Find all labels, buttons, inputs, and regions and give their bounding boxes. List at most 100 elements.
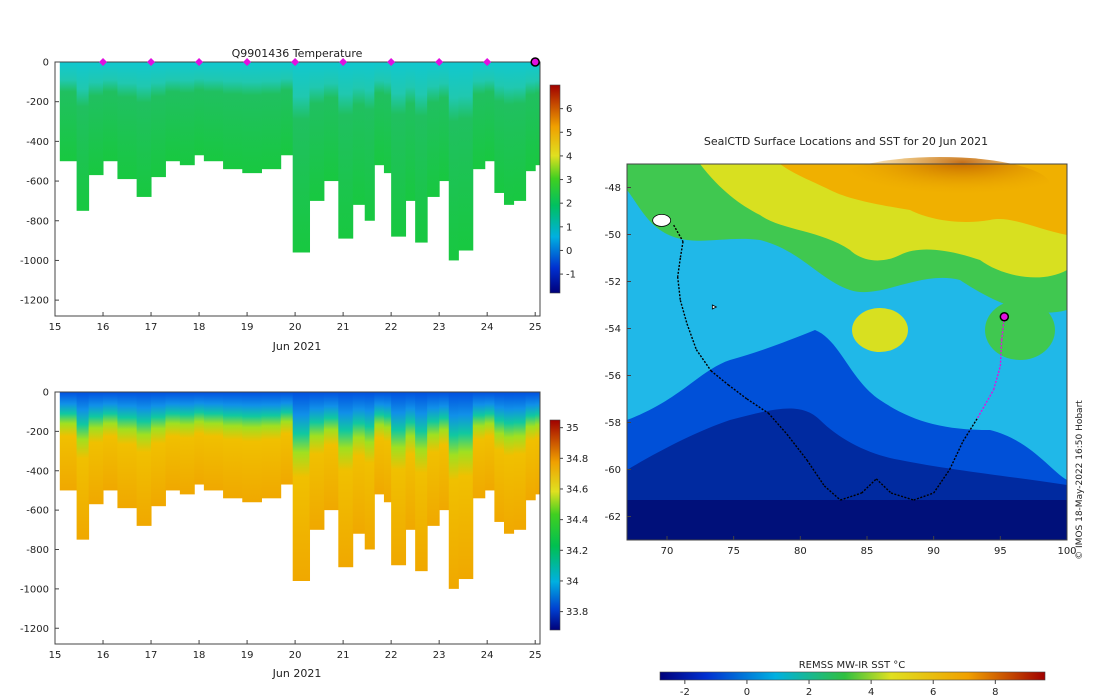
- salinity-profile: [415, 392, 428, 572]
- salinity-profile: [323, 392, 339, 511]
- map-axes-frame: [626, 163, 1068, 541]
- y-tick-label: -400: [26, 466, 49, 477]
- salinity-colorbar: [549, 419, 561, 631]
- temperature-profile: [242, 62, 262, 174]
- map-title: SealCTD Surface Locations and SST for 20…: [704, 135, 988, 148]
- x-tick-label: 19: [241, 650, 254, 661]
- salinity-profile: [383, 392, 392, 503]
- colorbar-tick-label: 0: [566, 246, 572, 257]
- credit-text: © IMOS 18-May-2022 16:50 Hobart: [1075, 400, 1085, 560]
- x-tick-label: 20: [289, 650, 302, 661]
- x-tick-label: 16: [97, 322, 110, 333]
- temperature-xlabel: Jun 2021: [272, 340, 322, 353]
- x-tick-label: 21: [337, 650, 350, 661]
- track-segment: [695, 349, 712, 372]
- salinity-profile: [352, 392, 366, 534]
- sst-colorbar: [659, 671, 1046, 681]
- colorbar-tick-label: 35: [566, 423, 579, 434]
- y-tick-label: -800: [26, 216, 49, 227]
- track-segment: [673, 224, 684, 242]
- x-tick-label: 18: [193, 322, 206, 333]
- y-tick-label: -62: [605, 512, 621, 523]
- last-location-marker: [530, 57, 540, 67]
- x-tick-label: 80: [794, 546, 807, 557]
- salinity-profile: [165, 392, 181, 491]
- surface-marker: [387, 58, 396, 66]
- track-segment: [962, 417, 979, 442]
- colorbar-tick-label: 1: [566, 222, 572, 233]
- x-tick-label: 19: [241, 322, 254, 333]
- temperature-profile: [525, 62, 536, 172]
- salinity-profile: [280, 392, 294, 485]
- colorbar-tick-label: 3: [566, 175, 572, 186]
- temperature-colorbar: [549, 84, 561, 294]
- colorbar-tick-label: 4: [566, 151, 572, 162]
- temperature-profile: [76, 62, 90, 211]
- x-tick-label: 21: [337, 322, 350, 333]
- track-segment: [913, 492, 934, 501]
- y-tick-label: -58: [605, 418, 621, 429]
- temperature-profile: [309, 62, 325, 201]
- salinity-profile: [292, 392, 311, 581]
- salinity-profile: [427, 392, 440, 526]
- temperature-profile: [352, 62, 366, 205]
- track-segment: [679, 241, 684, 259]
- salinity-profile: [513, 392, 527, 530]
- y-tick-label: -48: [605, 183, 621, 194]
- colorbar-tick-label: 33.8: [566, 607, 588, 618]
- y-tick-label: -1200: [20, 624, 49, 635]
- sst-colorbar-ticks: -2 0 2 4 6 8: [680, 680, 999, 698]
- salinity-profile: [76, 392, 90, 540]
- x-tick-label: 23: [433, 650, 446, 661]
- salinity-xlabel: Jun 2021: [272, 667, 322, 680]
- temperature-profile: [323, 62, 339, 182]
- temperature-profile: [261, 62, 282, 170]
- track-segment: [890, 492, 914, 501]
- colorbar-tick-label: 0: [744, 687, 750, 698]
- temperature-profile: [203, 62, 224, 162]
- temperature-profile: [338, 62, 354, 239]
- temperature-profile: [179, 62, 195, 166]
- salinity-profile: [117, 392, 138, 509]
- temperature-section-panel: Q9901436 Temperature 15 16 17 18 19 20 21 22 23 2…: [20, 47, 576, 353]
- temperature-profile: [59, 62, 78, 162]
- salinity-profile: [179, 392, 195, 495]
- salinity-profile: [374, 392, 385, 495]
- y-tick-label: -600: [26, 506, 49, 517]
- temperature-profile: [415, 62, 428, 243]
- y-tick-label: -54: [605, 324, 621, 335]
- salinity-profile: [494, 392, 505, 522]
- salinity-plot-area: [59, 392, 541, 589]
- temperature-axes: 15 16 17 18 19 20 21 22 23 24 25 0 -200 -400 -600 -800 -…: [20, 57, 542, 333]
- y-tick-label: -400: [26, 137, 49, 148]
- temperature-profile: [503, 62, 515, 205]
- surface-marker: [195, 58, 204, 66]
- temperature-profile: [391, 62, 407, 237]
- salinity-profile: [448, 392, 459, 589]
- salinity-profile: [261, 392, 282, 499]
- track-segment: [823, 485, 841, 501]
- temperature-profile: [427, 62, 440, 197]
- x-tick-label: 85: [861, 546, 874, 557]
- salinity-profile: [88, 392, 104, 505]
- salinity-axes: 15 16 17 18 19 20 21 22 23 24 25 0 -200 -400 -600 -800 -…: [20, 388, 542, 662]
- y-tick-label: 0: [43, 58, 49, 69]
- y-tick-label: 0: [43, 388, 49, 399]
- y-tick-label: -52: [605, 277, 621, 288]
- temperature-profile: [88, 62, 104, 176]
- surface-marker: [99, 58, 108, 66]
- y-tick-label: -56: [605, 371, 621, 382]
- temperature-profile: [165, 62, 181, 162]
- salinity-profile: [364, 392, 375, 550]
- temperature-plot-area: [59, 62, 541, 261]
- track-segment: [992, 365, 1002, 390]
- surface-marker: [483, 58, 492, 66]
- temperature-profile: [280, 62, 294, 156]
- colorbar-tick-label: 4: [868, 687, 874, 698]
- sst-field: [627, 157, 1067, 540]
- x-tick-label: 100: [1057, 546, 1076, 557]
- track-segment: [933, 469, 951, 494]
- temperature-title: Q9901436 Temperature: [232, 47, 363, 60]
- x-tick-label: 15: [49, 650, 62, 661]
